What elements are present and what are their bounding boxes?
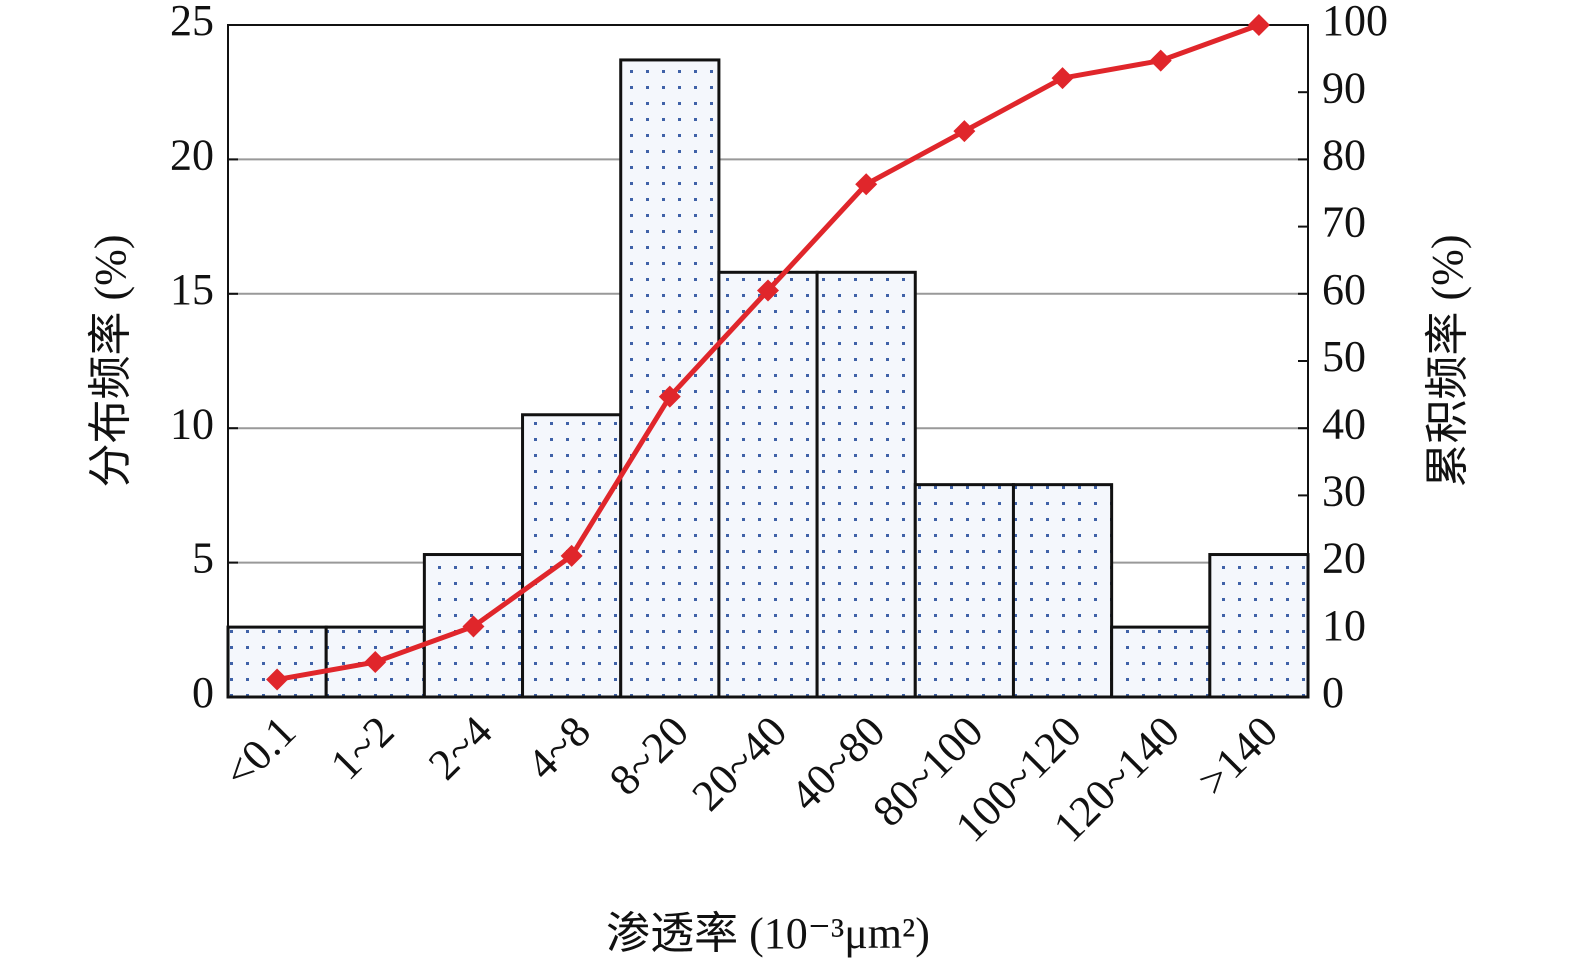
x-tick-label: 20~40 bbox=[682, 707, 796, 821]
marker bbox=[266, 668, 289, 691]
y2-tick-label: 70 bbox=[1322, 198, 1366, 247]
y2-tick-label: 90 bbox=[1322, 63, 1366, 112]
y2-tick-label: 100 bbox=[1322, 0, 1388, 45]
y2-tick-label: 0 bbox=[1322, 668, 1344, 717]
marker bbox=[560, 544, 583, 567]
y2-tick-label: 80 bbox=[1322, 130, 1366, 179]
y-tick-label: 5 bbox=[192, 534, 214, 583]
bar bbox=[717, 270, 819, 699]
x-tick-label: 1~2 bbox=[321, 707, 404, 790]
x-tick-label: >140 bbox=[1188, 707, 1287, 806]
y-tick-label: 0 bbox=[192, 668, 214, 717]
y-tick-label: 15 bbox=[170, 265, 214, 314]
bar bbox=[619, 58, 721, 699]
bar bbox=[1011, 483, 1114, 699]
x-axis-title: 渗透率 (10⁻³μm²) bbox=[606, 909, 930, 958]
y-tick-label: 10 bbox=[170, 399, 214, 448]
y2-tick-label: 30 bbox=[1322, 466, 1366, 515]
marker bbox=[364, 651, 387, 674]
x-tick-label: 8~20 bbox=[600, 707, 698, 805]
y2-tick-label: 10 bbox=[1322, 601, 1366, 650]
bar bbox=[815, 270, 917, 699]
marker bbox=[953, 120, 976, 143]
plot-frame bbox=[227, 24, 1309, 698]
marker bbox=[855, 173, 878, 196]
marker bbox=[1051, 67, 1074, 90]
bar bbox=[913, 483, 1015, 699]
marker bbox=[1247, 14, 1270, 36]
y-tick-label: 20 bbox=[170, 130, 214, 179]
marker bbox=[757, 279, 779, 302]
marker bbox=[462, 615, 485, 638]
y2-tick-label: 60 bbox=[1322, 265, 1366, 314]
y2-tick-label: 20 bbox=[1322, 534, 1366, 583]
y2-tick-label: 40 bbox=[1322, 399, 1366, 448]
y-tick-label: 25 bbox=[170, 0, 214, 45]
marker bbox=[658, 385, 681, 408]
x-tick-label: 2~4 bbox=[419, 707, 502, 790]
y-axis-title: 分布频率 (%) bbox=[86, 235, 135, 488]
bar bbox=[1208, 553, 1310, 699]
x-tick-label: 4~8 bbox=[517, 707, 600, 790]
marker bbox=[1149, 49, 1172, 72]
y2-axis-title: 累积频率 (%) bbox=[1423, 235, 1472, 488]
y2-tick-label: 50 bbox=[1322, 332, 1366, 381]
x-tick-label: <0.1 bbox=[214, 707, 305, 798]
bar bbox=[1110, 625, 1212, 699]
